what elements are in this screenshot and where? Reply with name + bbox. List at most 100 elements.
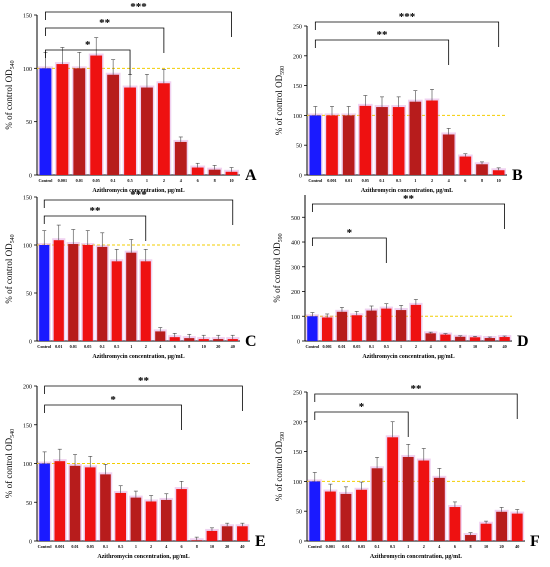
- bar: [342, 115, 355, 175]
- y-tick-label: 100: [291, 315, 300, 321]
- panel-letter: F: [530, 533, 540, 550]
- x-tick-label: 0.5: [114, 344, 119, 349]
- y-tick-label: 150: [293, 450, 302, 456]
- x-axis-label: Azithromycin concentration, µg/mL: [97, 554, 189, 560]
- bar: [366, 310, 377, 341]
- y-tick-label: 100: [23, 67, 32, 73]
- y-axis-label-sub: 540: [10, 60, 16, 69]
- x-tick-label: 4: [430, 344, 433, 349]
- bar: [480, 523, 492, 541]
- bar: [336, 311, 348, 341]
- bar: [82, 245, 93, 341]
- y-tick-label: 50: [296, 510, 302, 516]
- bar: [469, 337, 481, 341]
- x-tick-label: 20: [225, 544, 229, 549]
- bar: [107, 74, 120, 175]
- bar: [225, 171, 238, 175]
- x-tick-label: 6: [197, 178, 199, 183]
- significance-label: *: [85, 39, 91, 51]
- x-tick-label: Control: [308, 544, 323, 549]
- bar: [426, 100, 438, 175]
- y-tick-label: 250: [293, 25, 302, 31]
- bar: [145, 501, 157, 541]
- x-tick-label: 40: [503, 344, 507, 349]
- bar: [459, 156, 472, 175]
- y-axis-label: % of control OD540: [4, 429, 16, 498]
- bar: [141, 87, 153, 175]
- x-tick-label: 0.5: [384, 344, 389, 349]
- panel-d: 0 100 200 300 400 500 Control 0.001 0.01 0.05 0.1 0…: [272, 193, 529, 360]
- x-tick-label: 6: [180, 544, 182, 549]
- x-axis-label: Azithromycin concentration, µg/mL: [361, 188, 453, 194]
- y-axis-label-sub: 590: [280, 66, 286, 75]
- x-tick-label: 4: [180, 178, 183, 183]
- x-tick-label: 8: [188, 344, 190, 349]
- significance-bracket: [311, 237, 387, 263]
- x-tick-label: 0.05: [353, 344, 360, 349]
- bar: [184, 338, 195, 341]
- y-tick-label: 400: [291, 241, 300, 247]
- y-tick-label: 500: [291, 216, 300, 222]
- x-tick-label: 4: [438, 544, 441, 549]
- x-tick-label: 0.001: [55, 544, 64, 549]
- bar: [227, 339, 238, 341]
- x-tick-label: 40: [231, 344, 235, 349]
- x-tick-label: 1: [400, 344, 402, 349]
- bar: [69, 465, 81, 541]
- x-tick-label: 8: [459, 344, 461, 349]
- significance-label: ***: [130, 189, 147, 201]
- x-tick-label: 8: [214, 178, 216, 183]
- x-tick-label: 2: [163, 178, 165, 183]
- significance-label: **: [377, 29, 389, 41]
- significance-bracket: [45, 27, 165, 53]
- bar: [68, 244, 79, 341]
- bar: [309, 481, 321, 541]
- bar: [160, 499, 172, 541]
- significance-label: ***: [130, 1, 147, 13]
- bar: [169, 337, 180, 341]
- bar: [53, 240, 64, 341]
- x-tick-label: 0.1: [103, 544, 108, 549]
- x-tick-label: 40: [240, 544, 244, 549]
- significance-label: **: [90, 205, 102, 217]
- panel-a: 0 50 100 150 Control 0.001 0.01 0.05 0.1 0.5 1 2 4 6 8…: [4, 1, 257, 194]
- bar: [73, 68, 86, 175]
- bar: [465, 535, 476, 541]
- x-tick-label: 0.1: [100, 344, 105, 349]
- x-tick-label: Control: [308, 178, 323, 183]
- y-tick-label: 50: [26, 501, 32, 507]
- bar: [56, 64, 69, 175]
- x-tick-label: Control: [37, 344, 52, 349]
- x-axis-label: Azithromycin concentration, µg/mL: [362, 354, 454, 360]
- bar: [39, 463, 50, 541]
- x-tick-label: 2: [423, 544, 425, 549]
- x-tick-label: 20: [488, 344, 492, 349]
- x-tick-label: 0.5: [396, 178, 401, 183]
- y-axis-label-main: % of control OD: [4, 437, 14, 498]
- x-tick-label: 0.5: [390, 544, 395, 549]
- bar: [392, 107, 405, 175]
- bar: [492, 170, 505, 175]
- bar: [198, 339, 209, 341]
- y-tick-label: 0: [29, 174, 32, 180]
- panel-letter: D: [517, 333, 529, 350]
- y-tick-label: 250: [293, 391, 302, 397]
- bar: [213, 339, 224, 341]
- x-axis-label: Azithromycin concentration, µg/mL: [370, 554, 462, 560]
- significance-label: **: [99, 17, 111, 29]
- significance-label: **: [411, 383, 423, 395]
- x-tick-label: 1: [146, 178, 148, 183]
- x-tick-label: 0.1: [374, 544, 379, 549]
- significance-label: *: [359, 401, 365, 413]
- x-tick-label: 0.01: [70, 344, 77, 349]
- x-tick-label: 0.5: [127, 178, 132, 183]
- y-axis-label: % of control OD540: [4, 234, 16, 303]
- x-tick-label: 0.05: [362, 178, 369, 183]
- y-axis-label: % of control OD590: [274, 432, 286, 501]
- y-axis-label-sub: 590: [278, 233, 284, 242]
- bar: [221, 526, 233, 541]
- x-tick-label: 4: [165, 544, 168, 549]
- bar: [324, 491, 336, 541]
- x-tick-label: Control: [39, 178, 54, 183]
- bar: [418, 460, 430, 541]
